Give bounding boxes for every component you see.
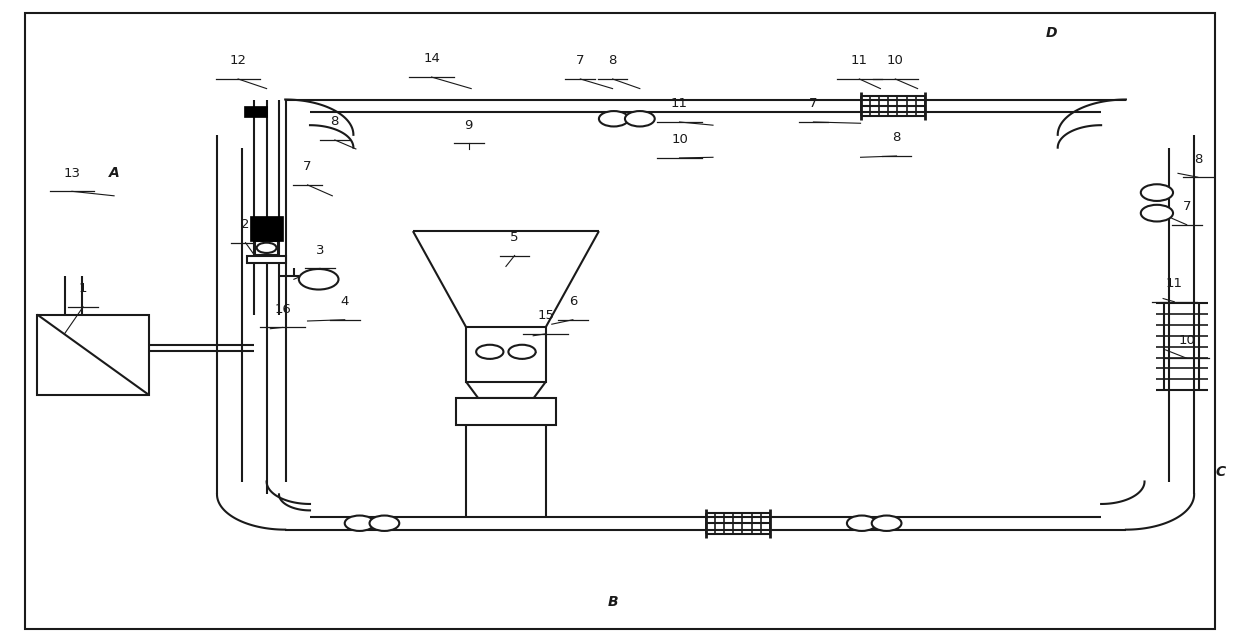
- Text: 10: 10: [887, 55, 904, 67]
- Circle shape: [625, 111, 655, 126]
- Text: 11: 11: [1166, 277, 1183, 290]
- Text: 1: 1: [79, 282, 87, 295]
- Bar: [250, 216, 283, 241]
- Text: 16: 16: [274, 303, 291, 316]
- Text: 8: 8: [609, 55, 616, 67]
- Text: 13: 13: [63, 167, 81, 180]
- Bar: [244, 106, 267, 117]
- Text: A: A: [109, 166, 119, 180]
- Text: 8: 8: [893, 132, 900, 144]
- Text: C: C: [1215, 465, 1225, 479]
- Text: 8: 8: [1194, 153, 1202, 166]
- Circle shape: [872, 516, 901, 531]
- Text: 10: 10: [671, 134, 688, 146]
- Text: D: D: [1045, 26, 1058, 40]
- Text: 7: 7: [304, 160, 311, 173]
- Bar: [255, 241, 278, 255]
- Text: 8: 8: [331, 116, 339, 128]
- Text: 10: 10: [1178, 334, 1195, 347]
- Text: 6: 6: [569, 295, 577, 308]
- Circle shape: [599, 111, 629, 126]
- Circle shape: [299, 269, 339, 290]
- Text: B: B: [608, 595, 618, 609]
- Bar: [456, 398, 556, 425]
- Bar: [37, 315, 149, 395]
- Circle shape: [476, 345, 503, 359]
- Circle shape: [847, 516, 877, 531]
- Text: 5: 5: [511, 231, 518, 244]
- Text: 9: 9: [465, 119, 472, 132]
- Circle shape: [508, 345, 536, 359]
- Text: 7: 7: [1183, 200, 1190, 213]
- Text: 7: 7: [577, 55, 584, 67]
- Text: 4: 4: [341, 295, 348, 308]
- Circle shape: [1141, 184, 1173, 201]
- Text: 2: 2: [242, 218, 249, 231]
- Circle shape: [257, 243, 277, 253]
- Text: 12: 12: [229, 55, 247, 67]
- Text: 15: 15: [537, 309, 554, 322]
- Circle shape: [1141, 205, 1173, 221]
- Text: 14: 14: [423, 53, 440, 65]
- Text: 11: 11: [671, 98, 688, 110]
- Circle shape: [370, 516, 399, 531]
- Text: 11: 11: [851, 55, 868, 67]
- Bar: [466, 327, 546, 382]
- Bar: [247, 256, 286, 263]
- Text: 7: 7: [810, 98, 817, 110]
- Text: 3: 3: [316, 244, 324, 257]
- Circle shape: [345, 516, 374, 531]
